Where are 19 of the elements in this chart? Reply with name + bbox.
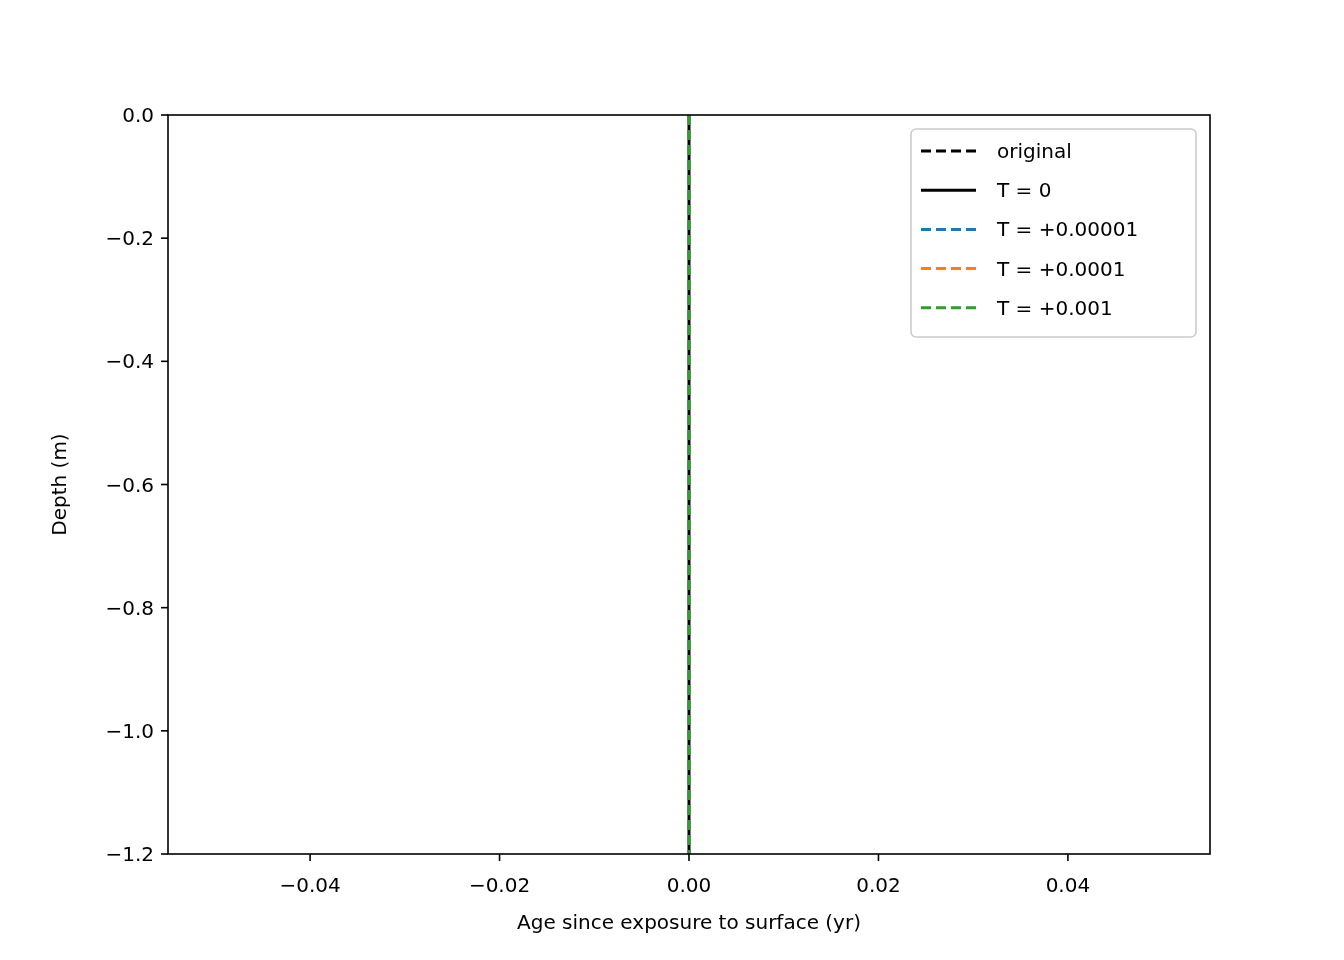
y-tick-label: −0.6 [105, 472, 154, 497]
x-tick-label: −0.02 [468, 873, 531, 897]
x-tick-label: 0.00 [666, 873, 712, 897]
x-tick-label: −0.04 [279, 873, 341, 897]
y-axis-title: Depth (m) [47, 433, 71, 536]
y-tick-label: −1.0 [105, 718, 154, 743]
y-tick-label: −0.2 [105, 226, 154, 251]
y-tick-label: 0.0 [122, 103, 154, 127]
legend-label: T = +0.001 [996, 295, 1113, 320]
legend-label: T = 0 [996, 178, 1052, 203]
y-tick-label: −0.8 [105, 595, 154, 620]
x-tick-label: 0.04 [1045, 873, 1091, 897]
x-axis-title: Age since exposure to surface (yr) [517, 910, 861, 934]
x-tick-label: 0.02 [856, 873, 901, 897]
legend-label: original [997, 139, 1072, 163]
legend-label: T = +0.00001 [996, 217, 1139, 242]
legend-label: T = +0.0001 [996, 256, 1126, 281]
y-tick-label: −0.4 [105, 349, 154, 374]
y-tick-label: −1.2 [105, 842, 154, 866]
